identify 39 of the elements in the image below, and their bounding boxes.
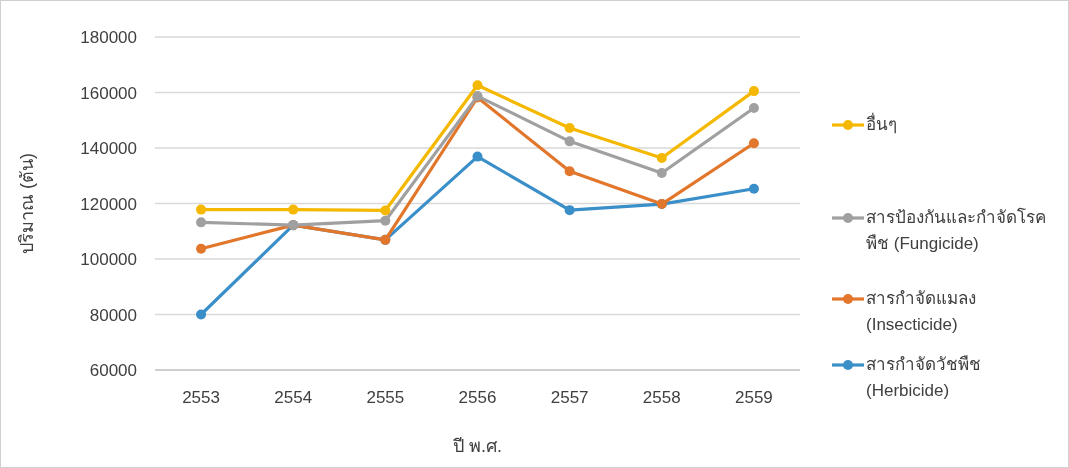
point bbox=[196, 309, 207, 320]
point bbox=[656, 167, 667, 178]
y-tick-label: 180000 bbox=[80, 28, 137, 47]
legend-label: สารกำจัดวัชพืช (Herbicide) bbox=[866, 354, 982, 402]
x-tick-label: 2559 bbox=[735, 388, 773, 407]
point bbox=[564, 123, 575, 134]
point bbox=[748, 103, 759, 114]
legend-label: อื่นๆ bbox=[866, 112, 898, 136]
x-tick-label: 2555 bbox=[366, 388, 405, 407]
x-tick-label: 2558 bbox=[642, 388, 681, 407]
y-tick-label: 80000 bbox=[89, 305, 137, 325]
point bbox=[288, 204, 299, 215]
x-tick-label: 2557 bbox=[550, 388, 589, 407]
point bbox=[472, 151, 483, 162]
y-tick-label: 140000 bbox=[80, 139, 137, 158]
point bbox=[380, 205, 391, 216]
y-tick-label: 100000 bbox=[80, 250, 137, 269]
point bbox=[564, 136, 575, 147]
x-tick-label: 2553 bbox=[182, 388, 220, 407]
point bbox=[196, 217, 207, 228]
legend-label: สารกำจัดแมลง (Insecticide) bbox=[866, 288, 977, 336]
y-axis-title: ปริมาณ (ตัน) bbox=[17, 153, 37, 254]
y-tick-label: 160000 bbox=[80, 83, 137, 103]
point bbox=[196, 204, 207, 215]
x-tick-label: 2554 bbox=[274, 388, 313, 407]
point bbox=[196, 243, 207, 254]
point bbox=[656, 152, 667, 163]
legend-label: สารป้องกันและกำจัดโรคพืช (Fungicide) bbox=[866, 206, 1047, 255]
point bbox=[472, 80, 483, 91]
x-tick-label: 2556 bbox=[458, 388, 497, 407]
point bbox=[748, 183, 759, 194]
point bbox=[564, 205, 575, 216]
x-axis-title: ปี พ.ศ. bbox=[452, 436, 503, 456]
y-tick-label: 120000 bbox=[80, 194, 137, 214]
point bbox=[564, 166, 575, 177]
point bbox=[748, 86, 759, 97]
point bbox=[748, 138, 759, 149]
y-tick-label: 60000 bbox=[89, 361, 137, 380]
point bbox=[380, 215, 391, 226]
